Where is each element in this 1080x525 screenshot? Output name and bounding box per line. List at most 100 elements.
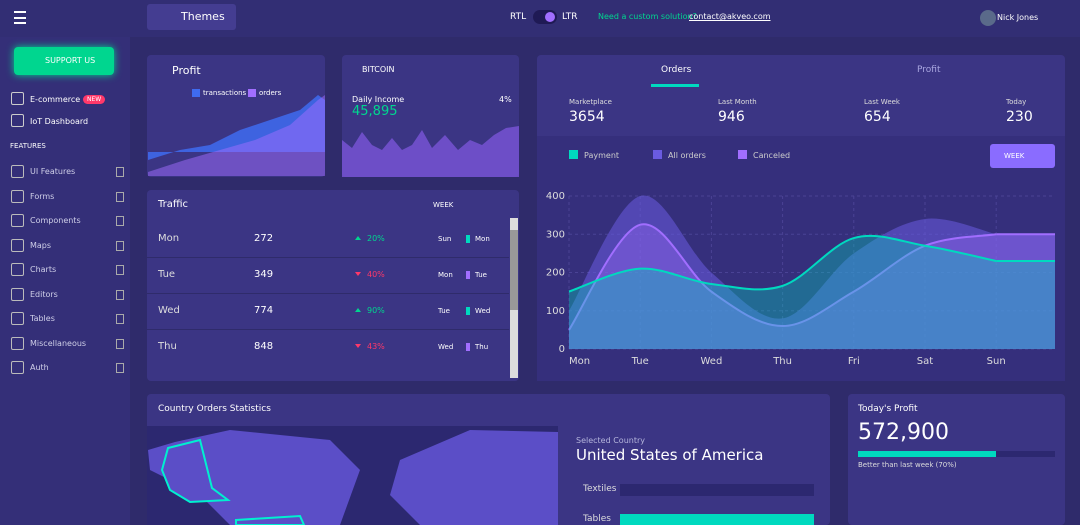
x-tick-label: Thu — [772, 356, 792, 367]
orders-period[interactable] — [990, 144, 1055, 168]
section-label: FEATURES — [10, 142, 46, 150]
menu-item[interactable]: Editors — [30, 289, 58, 299]
bitcoin-value: 45,895 — [352, 104, 398, 119]
legend-label: Payment — [584, 151, 620, 160]
tab-underline — [651, 84, 699, 87]
menu-chevron — [116, 289, 124, 300]
menu-chevron — [116, 216, 124, 226]
traffic-value: 774 — [254, 305, 274, 316]
selected-country: United States of America — [576, 446, 764, 464]
trend-arrow — [355, 272, 361, 276]
user-avatar[interactable] — [980, 10, 996, 26]
area — [569, 235, 1055, 349]
scrollbar[interactable] — [510, 218, 518, 378]
traffic-prev: Wed — [438, 343, 454, 351]
legend-label: orders — [259, 89, 282, 97]
today-progress — [858, 451, 1055, 457]
traffic-delta: 40% — [367, 270, 385, 279]
compare-bar — [466, 271, 470, 279]
sidebar — [0, 37, 130, 525]
bitcoin-change: 4% — [499, 95, 512, 104]
trend-arrow — [355, 236, 361, 240]
row-divider — [147, 293, 509, 294]
bitcoin-area — [342, 126, 519, 177]
traffic-curr: Wed — [475, 307, 491, 315]
area — [569, 224, 1055, 349]
legend-swatch — [653, 150, 662, 159]
area — [569, 195, 1055, 349]
x-tick-label: Fri — [848, 356, 860, 367]
map — [148, 430, 558, 525]
traffic-period[interactable]: WEEK — [433, 201, 454, 209]
trend-arrow — [355, 308, 361, 312]
compare-bar — [466, 235, 470, 243]
menu-item[interactable]: Auth — [30, 363, 49, 372]
row-divider — [147, 329, 509, 330]
compare-bar — [466, 307, 470, 315]
menu-item[interactable]: Forms — [30, 191, 55, 201]
orders-tab[interactable]: Orders — [661, 65, 692, 75]
ltr-label: LTR — [562, 12, 578, 22]
today-value: 572,900 — [858, 420, 949, 445]
legend-swatch — [738, 150, 747, 159]
x-tick-label: Mon — [569, 356, 590, 367]
traffic-delta: 90% — [367, 306, 385, 315]
y-tick-label: 200 — [546, 268, 565, 279]
traffic-delta: 20% — [367, 234, 385, 243]
traffic-curr: Mon — [475, 235, 490, 243]
menu-chevron — [116, 191, 124, 202]
menu-item[interactable]: IoT Dashboard — [30, 117, 89, 126]
trend-arrow — [355, 344, 361, 348]
orders-tab[interactable]: Profit — [917, 65, 941, 75]
traffic-value: 848 — [254, 341, 274, 352]
today-card — [848, 394, 1065, 525]
menu-item[interactable]: Charts — [30, 265, 57, 274]
traffic-prev: Mon — [438, 271, 453, 279]
menu-icon — [11, 165, 24, 178]
user-name[interactable]: Nick Jones — [997, 13, 1039, 22]
stat-label: Last Month — [718, 98, 757, 106]
menu-chevron — [116, 240, 124, 251]
support-button[interactable] — [14, 47, 114, 75]
menu-item[interactable]: Miscellaneous — [30, 338, 87, 348]
menu-item[interactable]: Components — [30, 216, 81, 225]
legend-swatch — [569, 150, 578, 159]
bitcoin-currency[interactable]: BITCOIN — [362, 65, 395, 74]
menu-icon — [11, 189, 24, 203]
menu-badge: NEW — [83, 95, 106, 104]
country-title: Country Orders Statistics — [158, 404, 271, 414]
stat-label: Marketplace — [569, 98, 612, 106]
bitcoin-label: Daily Income — [352, 95, 405, 104]
compare-bar — [466, 343, 470, 351]
menu-button[interactable] — [14, 11, 26, 24]
menu-item[interactable]: Tables — [30, 314, 55, 323]
menu-chevron — [116, 167, 124, 177]
traffic-title: Traffic — [158, 199, 189, 210]
today-note: Better than last week (70%) — [858, 461, 957, 469]
bar-track — [620, 484, 814, 496]
theme-button[interactable] — [147, 4, 236, 30]
stat-value: 230 — [1006, 109, 1033, 125]
email-link[interactable]: contact@akveo.com — [689, 12, 771, 21]
menu-icon — [11, 114, 24, 127]
profit-title: Profit — [172, 64, 201, 77]
traffic-day: Mon — [158, 233, 180, 244]
legend-label: Canceled — [753, 151, 791, 160]
traffic-card — [147, 190, 519, 381]
menu-item[interactable]: Maps — [30, 240, 52, 250]
direction-toggle[interactable] — [533, 10, 557, 24]
legend-label: transactions — [203, 89, 247, 97]
menu-icon — [11, 287, 24, 301]
menu-icon — [11, 312, 24, 325]
menu-item[interactable]: UI Features — [30, 167, 76, 176]
orders-period-label: WEEK — [1004, 152, 1025, 160]
profit-bars — [148, 95, 325, 176]
menu-icon — [11, 336, 24, 350]
menu-icon — [11, 214, 24, 227]
y-tick-label: 300 — [546, 229, 565, 240]
menu-icon — [11, 361, 24, 374]
line — [568, 234, 997, 293]
y-tick-label: 0 — [559, 344, 565, 355]
stat-label: Last Week — [864, 98, 900, 106]
menu-item[interactable]: E-commerce — [30, 95, 81, 104]
